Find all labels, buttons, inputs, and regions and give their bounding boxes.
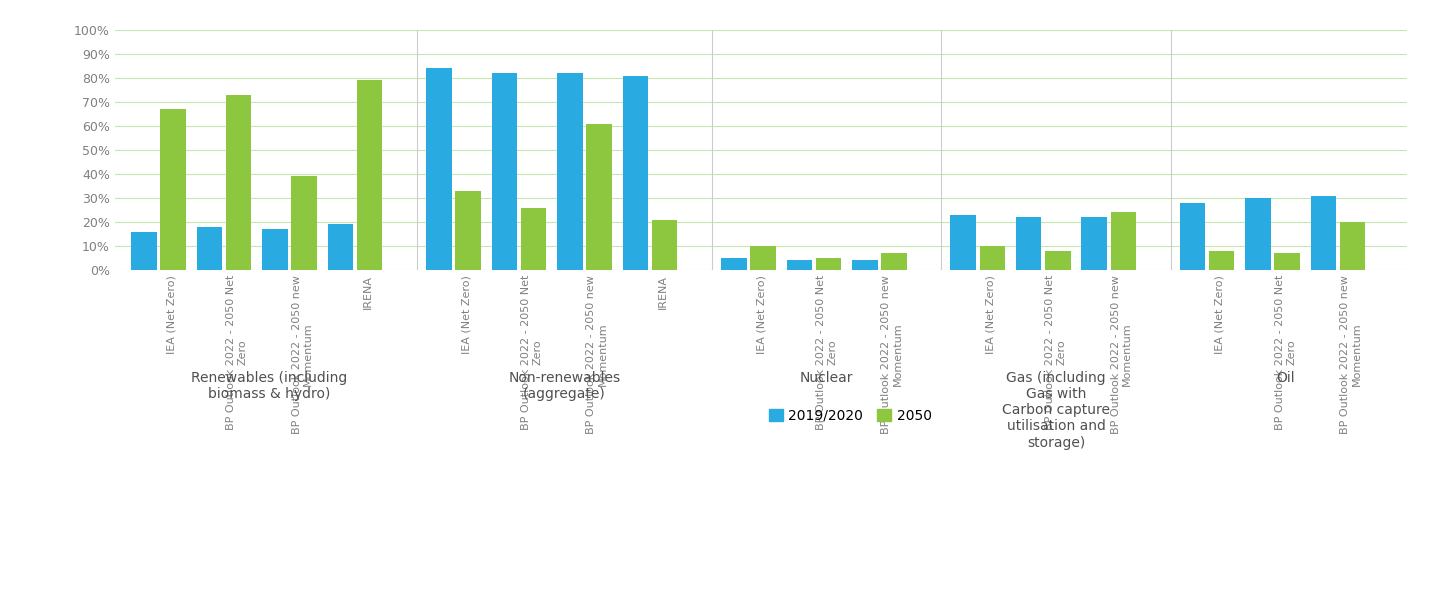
Bar (557, 73, 583, 270)
Bar (1311, 196, 1337, 270)
Legend: 2019/2020, 2050: 2019/2020, 2050 (768, 409, 932, 423)
Bar (1110, 212, 1136, 270)
Bar (455, 191, 481, 270)
Bar (882, 253, 906, 270)
Bar (816, 258, 841, 270)
Bar (197, 227, 223, 270)
Bar (1245, 198, 1271, 270)
Bar (1180, 203, 1205, 270)
Bar (750, 246, 775, 270)
Bar (327, 224, 353, 270)
Bar (426, 68, 452, 270)
Bar (358, 80, 382, 270)
Bar (951, 215, 976, 270)
Bar (1015, 217, 1041, 270)
Text: Nuclear: Nuclear (800, 371, 853, 385)
Bar (1081, 217, 1107, 270)
Text: Non-renewables
(aggregate): Non-renewables (aggregate) (508, 371, 620, 401)
Bar (161, 109, 185, 270)
Bar (1340, 222, 1366, 270)
Text: Renewables (including
biomass & hydro): Renewables (including biomass & hydro) (191, 371, 348, 401)
Bar (652, 220, 678, 270)
Bar (623, 76, 648, 270)
Text: Gas (including
Gas with
Carbon capture
utilisation and
storage): Gas (including Gas with Carbon capture u… (1002, 371, 1110, 449)
Bar (979, 246, 1005, 270)
Bar (292, 176, 317, 270)
Text: Oil: Oil (1277, 371, 1295, 385)
Bar (1209, 251, 1235, 270)
Bar (586, 124, 612, 270)
Bar (1045, 251, 1070, 270)
Bar (491, 73, 517, 270)
Bar (521, 208, 546, 270)
Bar (1274, 253, 1300, 270)
Bar (131, 232, 157, 270)
Bar (721, 258, 747, 270)
Bar (263, 229, 287, 270)
Bar (852, 260, 877, 270)
Bar (225, 95, 251, 270)
Bar (787, 260, 811, 270)
